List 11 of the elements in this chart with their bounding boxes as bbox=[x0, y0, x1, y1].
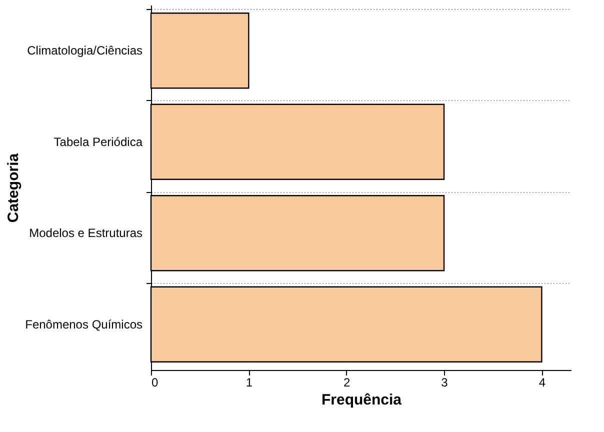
x-axis-title: Frequência bbox=[321, 392, 402, 408]
y-axis-title: Categoria bbox=[5, 152, 22, 223]
y-tick-label: Climatologia/Ciências bbox=[27, 44, 142, 58]
y-tick-label: Modelos e Estruturas bbox=[29, 226, 142, 240]
y-tick-label: Tabela Periódica bbox=[54, 134, 143, 149]
x-tick-label: 4 bbox=[538, 376, 546, 390]
y-tick-label: Fenômenos Químicos bbox=[25, 317, 142, 332]
x-tick-label: 1 bbox=[246, 376, 253, 390]
x-tick-label: 3 bbox=[441, 376, 448, 390]
x-tick-label: 0 bbox=[152, 376, 158, 390]
x-tick-label: 2 bbox=[344, 376, 351, 390]
